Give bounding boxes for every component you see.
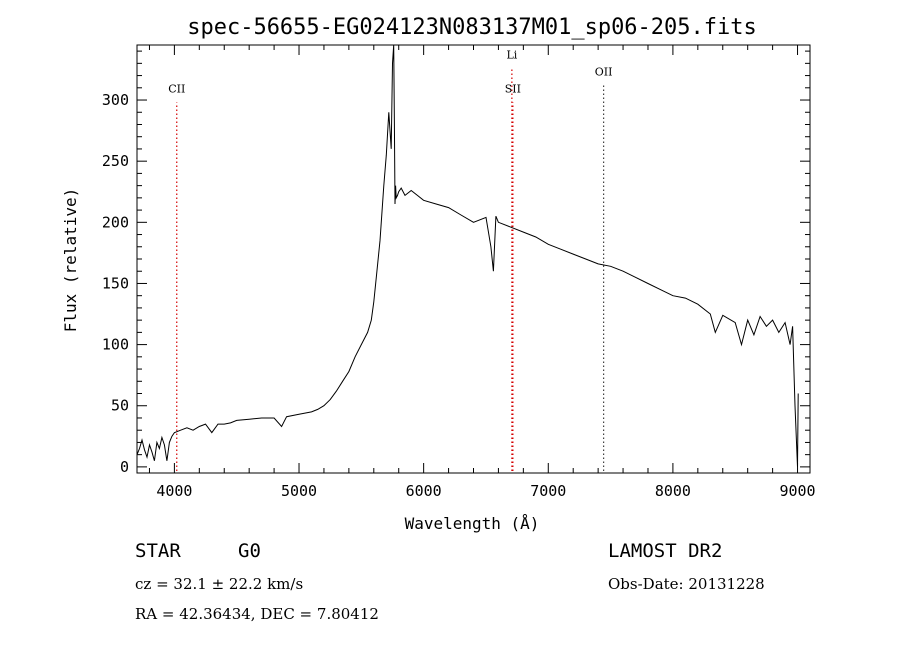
ref-label-cii: CII bbox=[168, 83, 185, 96]
y-axis-label: Flux (relative) bbox=[61, 188, 80, 333]
y-tick-label: 0 bbox=[120, 458, 129, 476]
star-class: STAR bbox=[135, 540, 181, 562]
spectrum-line bbox=[136, 44, 799, 467]
survey-label: LAMOST DR2 bbox=[608, 540, 723, 562]
x-tick-label: 5000 bbox=[281, 482, 317, 500]
x-tick-label: 6000 bbox=[406, 482, 442, 500]
ra-dec: RA = 42.36434, DEC = 7.80412 bbox=[135, 605, 379, 623]
x-axis-label: Wavelength (Å) bbox=[405, 514, 540, 533]
y-tick-label: 250 bbox=[102, 152, 129, 170]
chart-title: spec-56655-EG024123N083137M01_sp06-205.f… bbox=[187, 15, 757, 40]
x-axis-ticks: 4000 5000 6000 7000 8000 9000 bbox=[148, 45, 816, 500]
x-tick-label: 9000 bbox=[779, 482, 815, 500]
x-tick-label: 4000 bbox=[156, 482, 192, 500]
y-tick-label: 50 bbox=[111, 397, 129, 415]
x-tick-label: 7000 bbox=[530, 482, 566, 500]
reference-lines: CII Li SII OII bbox=[168, 48, 612, 471]
cz-value: cz = 32.1 ± 22.2 km/s bbox=[135, 575, 304, 593]
ref-label-li: Li bbox=[506, 48, 517, 61]
star-subclass: G0 bbox=[238, 540, 261, 562]
y-tick-label: 300 bbox=[102, 91, 129, 109]
spectrum-chart: spec-56655-EG024123N083137M01_sp06-205.f… bbox=[61, 15, 816, 533]
y-tick-label: 200 bbox=[102, 213, 129, 231]
obs-date: Obs-Date: 20131228 bbox=[608, 575, 765, 593]
x-tick-label: 8000 bbox=[655, 482, 691, 500]
ref-label-oii: OII bbox=[595, 66, 613, 79]
plot-frame bbox=[136, 44, 811, 474]
ref-label-sii: SII bbox=[505, 83, 521, 96]
y-tick-label: 150 bbox=[102, 274, 129, 292]
y-tick-label: 100 bbox=[102, 336, 129, 354]
y-axis-ticks: 0 50 100 150 200 250 300 bbox=[102, 50, 810, 476]
